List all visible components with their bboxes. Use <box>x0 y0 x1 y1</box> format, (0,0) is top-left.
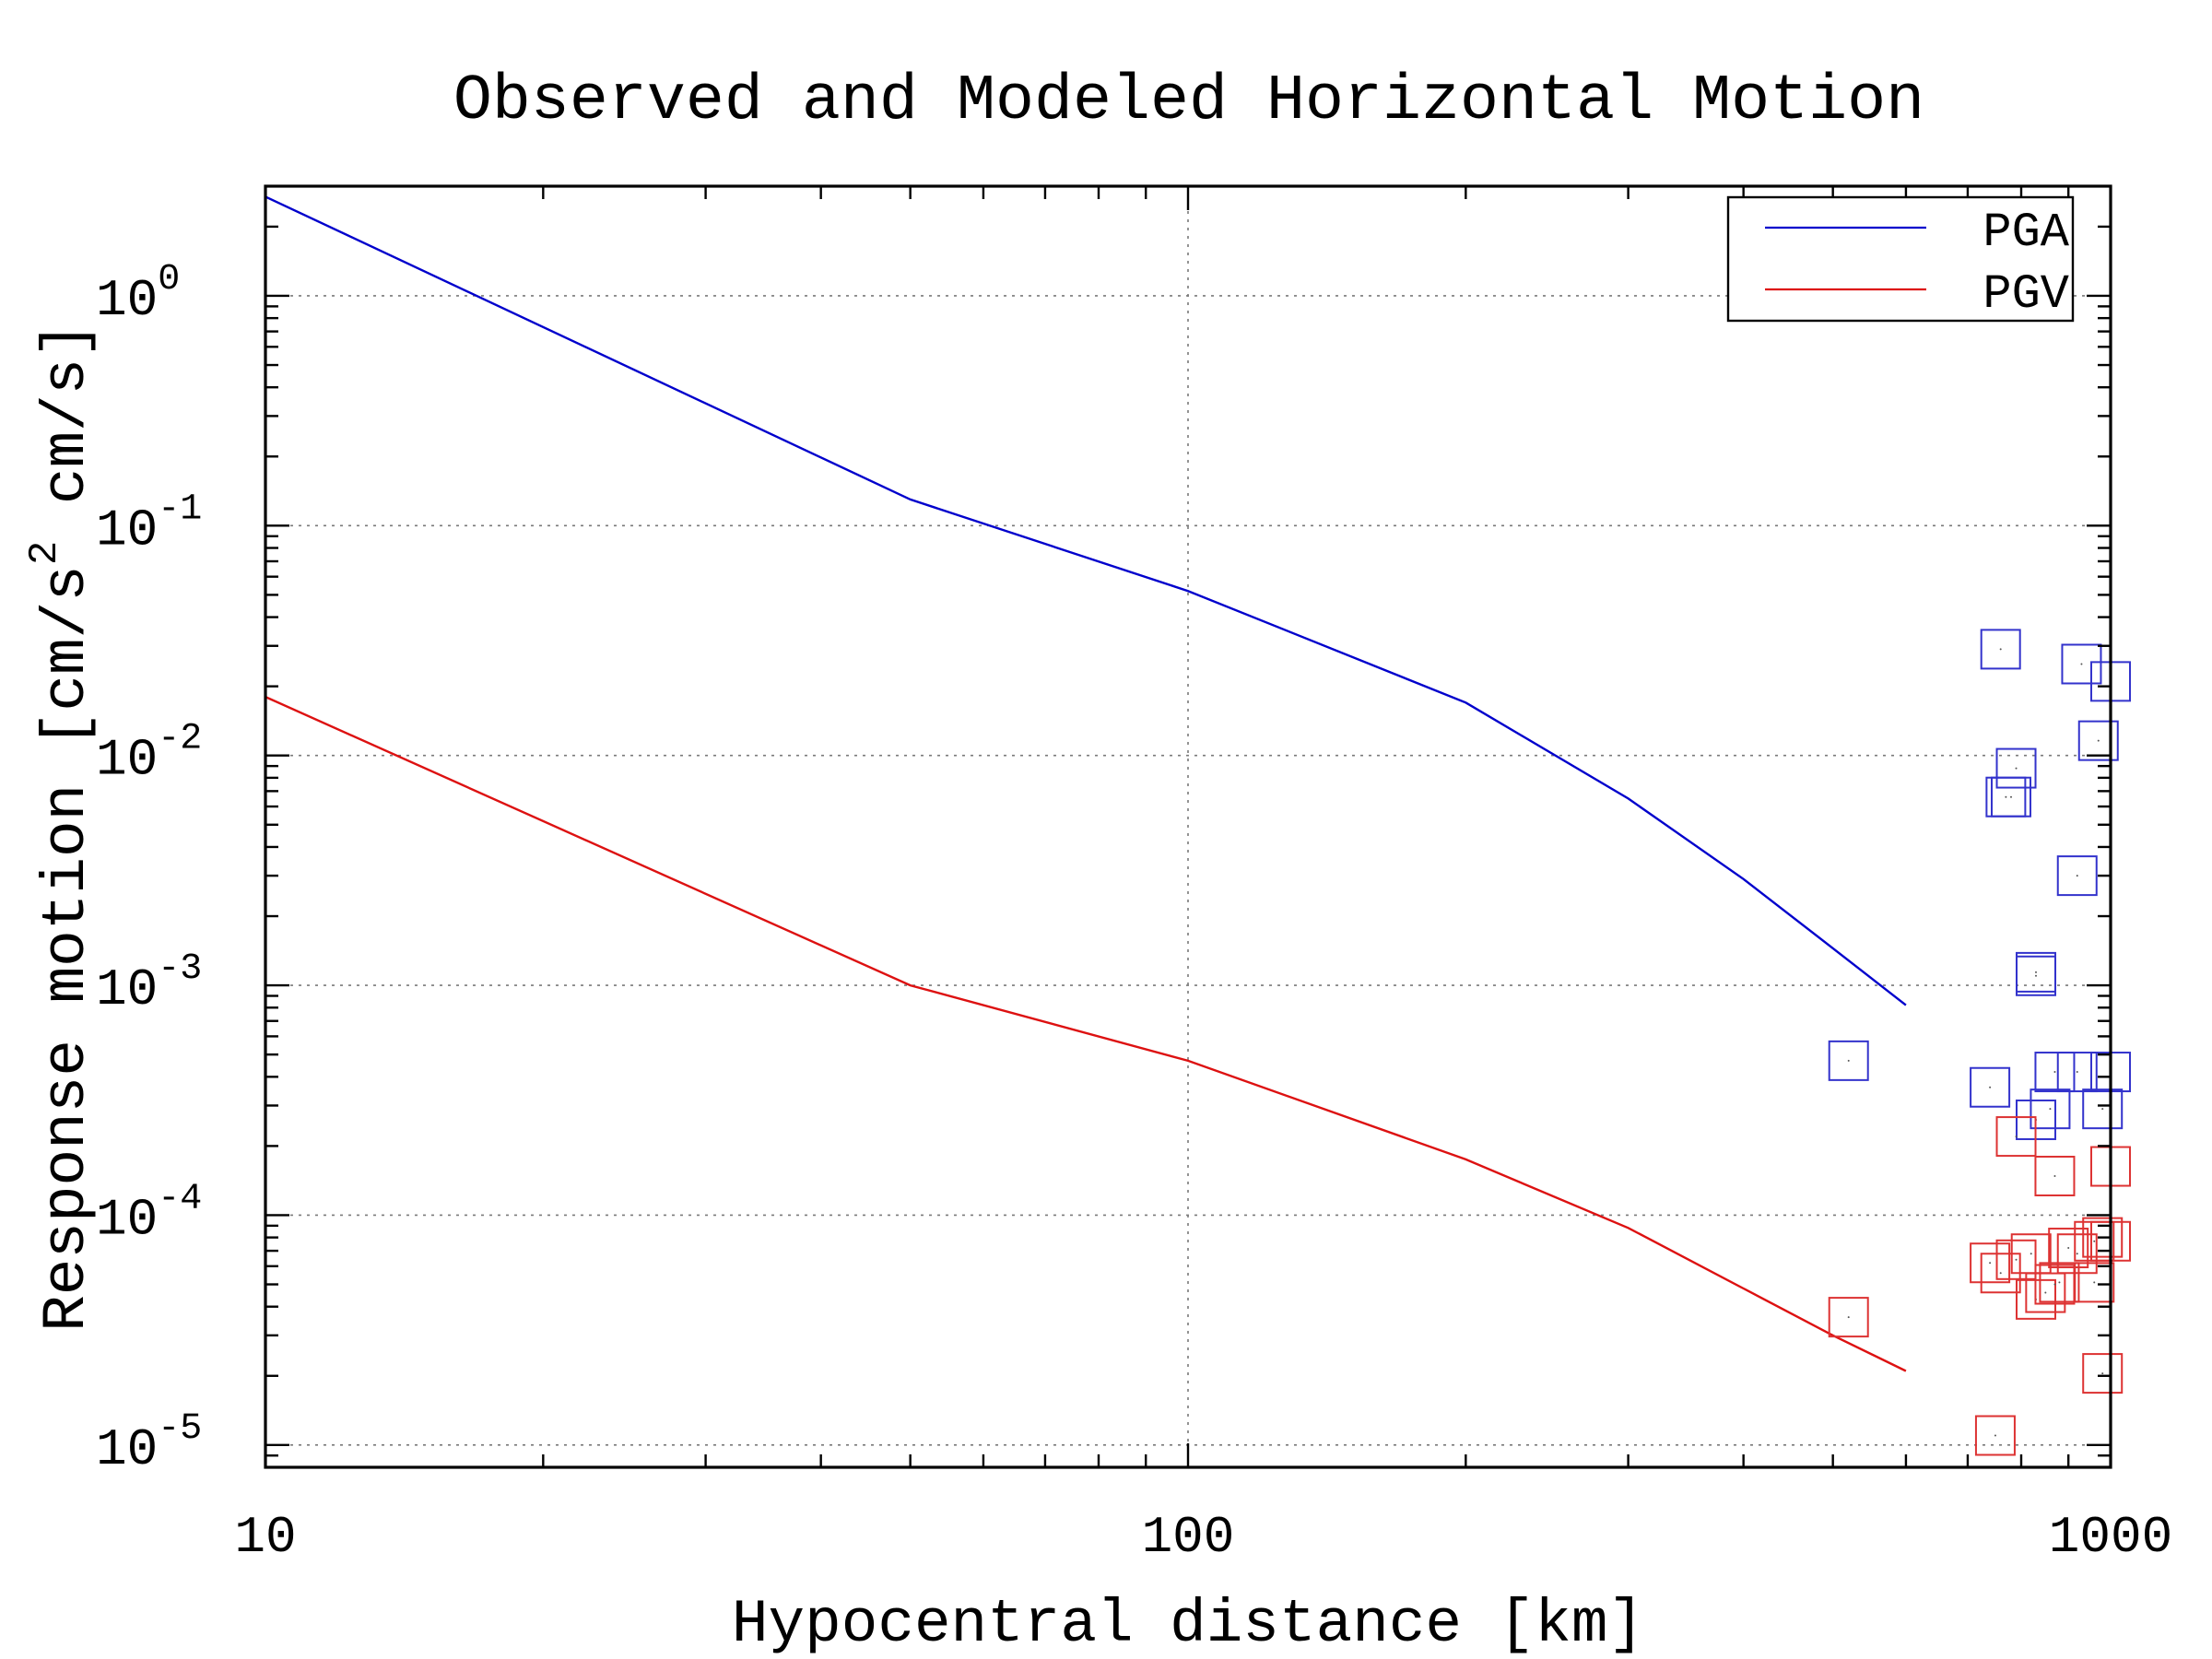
observed-pga-point <box>2049 1108 2052 1111</box>
observed-pgv-point <box>2015 1135 2018 1138</box>
y-axis-label: Response motion [cm/s2 cm/s] <box>22 322 101 1332</box>
observed-pga-marker <box>1980 629 2021 670</box>
observed-pgv-point <box>2067 1247 2070 1250</box>
legend-box <box>1726 195 2075 323</box>
observed-pgv-marker <box>2039 1262 2080 1303</box>
observed-pgv-marker <box>2082 1217 2124 1258</box>
observed-pgv-marker <box>2056 1233 2098 1275</box>
observed-pgv-point <box>2053 1283 2056 1286</box>
observed-pga-point <box>2097 739 2100 742</box>
x-axis-tick-labels: 10 100 1000 <box>234 1508 2172 1567</box>
observed-pgv-point <box>2044 1291 2047 1294</box>
y-tick-base: 10 <box>96 960 158 1019</box>
observed-pgv-point <box>2093 1281 2096 1284</box>
observed-pga-marker <box>2082 1088 2124 1130</box>
x-tick-label: 100 <box>1142 1508 1235 1567</box>
observed-pga-marker <box>1985 776 2027 818</box>
observed-pgv-point <box>2015 1258 2018 1261</box>
observed-pgv-marker <box>1974 1415 2016 1456</box>
observed-pgv-marker <box>1970 1242 2011 1284</box>
legend-label-pgv: PGV <box>1983 267 2069 322</box>
y-tick-exponent: -4 <box>158 1178 202 1219</box>
observed-pga-point <box>2034 974 2037 977</box>
legend-label-pga: PGA <box>1983 206 2069 260</box>
y-tick-base: 10 <box>96 1420 158 1479</box>
observed-pgv-point <box>2030 1253 2032 1255</box>
observed-pgv-marker <box>2082 1353 2124 1394</box>
y-tick-exponent: -5 <box>158 1408 202 1450</box>
observed-pgv-point <box>2076 1253 2078 1255</box>
y-axis-label-suffix: cm/s] <box>32 322 101 541</box>
observed-pgv-point <box>1994 1434 1996 1437</box>
y-tick-label: 100 <box>96 259 180 330</box>
y-tick-label: 10-2 <box>96 719 202 790</box>
plot-area <box>265 195 2131 1456</box>
observed-pga-point <box>2005 795 2007 798</box>
observed-pga-point <box>2076 1071 2078 1074</box>
observed-pga-marker <box>1995 747 2037 789</box>
y-tick-label: 10-1 <box>96 488 202 559</box>
observed-pgv-point <box>2053 1175 2056 1178</box>
observed-pga-marker <box>2061 643 2102 685</box>
observed-pga-marker <box>1828 1040 1869 1081</box>
series-line-pga <box>265 195 1907 1006</box>
observed-pgv-point <box>2058 1281 2061 1284</box>
observed-pga-point <box>2034 971 2037 973</box>
observed-pga-point <box>2053 1071 2056 1074</box>
series-line-pgv <box>265 696 1907 1372</box>
observed-pgv-marker <box>2034 1156 2076 1197</box>
y-tick-exponent: -1 <box>158 488 202 530</box>
y-axis-label-exponent: 2 <box>22 541 68 565</box>
x-axis-label: Hypocentral distance [km] <box>732 1590 1644 1659</box>
observed-pga-point <box>1989 1086 1992 1088</box>
observed-pga-point <box>2009 795 2012 798</box>
observed-pga-marker <box>1970 1066 2011 1108</box>
observed-pga-point <box>2080 663 2083 665</box>
observed-pgv-point <box>2093 1240 2096 1242</box>
observed-pgv-point <box>1989 1262 1992 1265</box>
observed-pgv-marker <box>2074 1262 2115 1303</box>
x-tick-label: 10 <box>234 1508 296 1567</box>
observed-pgv-point <box>1847 1316 1850 1319</box>
y-tick-base: 10 <box>96 271 158 330</box>
observed-pgv-point <box>2101 1372 2104 1375</box>
y-tick-label: 10-4 <box>96 1178 202 1249</box>
observed-pgv-marker <box>2025 1272 2066 1313</box>
y-tick-base: 10 <box>96 1190 158 1249</box>
observed-pga-marker <box>2015 951 2056 993</box>
observed-pga-point <box>1999 648 2002 651</box>
observed-pga-marker <box>2030 1088 2071 1130</box>
observed-pga-point <box>1847 1059 1850 1062</box>
x-tick-label: 1000 <box>2049 1508 2172 1567</box>
y-tick-base: 10 <box>96 731 158 790</box>
y-tick-label: 10-3 <box>96 948 202 1019</box>
observed-pga-point <box>2076 875 2078 877</box>
chart-title: Observed and Modeled Horizontal Motion <box>453 65 1924 138</box>
y-axis-label-prefix: Response motion [cm/s <box>32 565 101 1332</box>
observed-pga-marker <box>2077 720 2119 761</box>
observed-pga-marker <box>2056 1052 2098 1093</box>
observed-pga-point <box>2101 1108 2104 1111</box>
axis-ticks <box>264 186 2112 1467</box>
y-tick-exponent: 0 <box>158 259 180 300</box>
y-tick-exponent: -3 <box>158 948 202 990</box>
observed-pga-marker <box>2034 1052 2076 1093</box>
observed-pgv-marker <box>1995 1116 2037 1158</box>
observed-pgv-marker <box>1828 1297 1869 1338</box>
y-tick-base: 10 <box>96 500 158 559</box>
observed-pgv-marker <box>2048 1228 2089 1269</box>
observed-pga-point <box>2015 767 2018 770</box>
observed-pga-marker <box>2056 855 2098 897</box>
y-tick-label: 10-5 <box>96 1408 202 1479</box>
grid-lines <box>265 186 2111 1467</box>
y-tick-exponent: -2 <box>158 719 202 760</box>
observed-pgv-point <box>1999 1272 2002 1275</box>
legend: PGA PGV <box>1726 195 2075 323</box>
observed-pgv-marker <box>1995 1239 2037 1280</box>
